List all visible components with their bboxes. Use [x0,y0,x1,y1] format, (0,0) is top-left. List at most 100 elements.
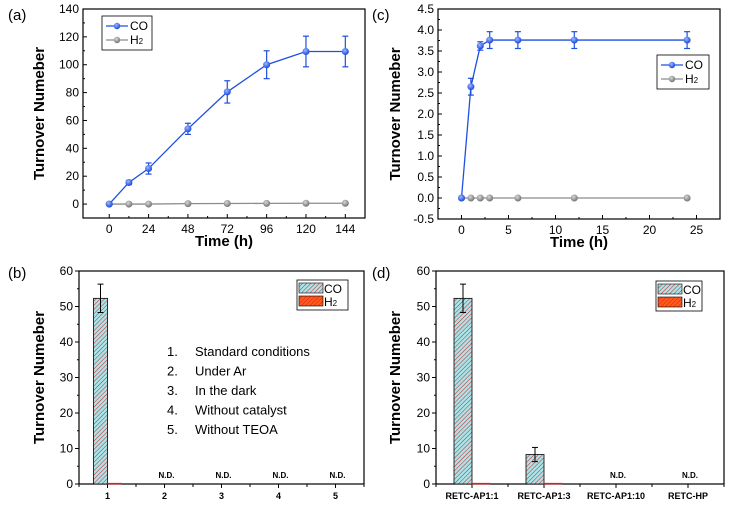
x-tick-label: RETC-HP [668,491,708,501]
x-tick-label: 5 [333,491,338,501]
data-point-co [514,36,522,44]
condition-text: In the dark [195,383,257,398]
y-tick-label: 140 [59,2,79,16]
data-point-h2 [223,200,231,208]
y-tick-label: 60 [417,264,431,278]
y-tick-label: 10 [417,442,431,456]
data-point-h2 [263,199,271,207]
data-point-h2 [467,194,475,202]
panel-d: (d) Turnover Numeber 0 10 20 30 40 50 60 RETC-AP1… [372,264,725,501]
data-point-h2 [145,200,153,208]
y-tick-label: 10 [60,442,74,456]
x-tick-label: 48 [181,222,195,236]
y-tick-label: 30 [417,371,431,385]
y-tick-label: 60 [60,264,74,278]
y-tick-label: 50 [60,300,74,314]
x-tick-label: 24 [142,222,156,236]
y-tick-label: 4.5 [417,2,434,16]
y-tick-label: -0.5 [413,212,434,226]
condition-number: 4. [167,403,178,418]
y-axis-label: Turnover Numeber [31,311,48,444]
nd-label: N.D. [216,471,232,480]
data-point-h2 [302,199,310,207]
data-point-co [145,165,153,173]
subscript: 2 [692,300,697,309]
legend-label-co: CO [683,283,701,297]
y-tick-label: 0 [423,477,430,491]
y-tick-label: 3.5 [417,44,434,58]
data-point-co [486,36,494,44]
y-tick-label: 40 [60,335,74,349]
y-tick-label: 1.5 [417,128,434,142]
legend-swatch-h2 [657,296,683,308]
x-tick-label: 3 [219,491,224,501]
data-point-co [341,47,349,55]
x-tick-label: RETC-AP1:10 [587,491,645,501]
y-tick-label: 40 [66,141,80,155]
x-tick-label: 0 [106,222,113,236]
y-tick-label: 4.0 [417,23,434,37]
y-tick-label: 0 [66,477,73,491]
x-tick-label: 1 [105,491,110,501]
nd-label: N.D. [273,471,289,480]
y-tick-label: 20 [417,406,431,420]
condition-number: 1. [167,344,178,359]
x-tick-label: 4 [276,491,281,501]
data-point-h2 [486,194,494,202]
y-axis-label: Turnover Numeber [387,47,404,180]
data-point-co [476,42,484,50]
y-tick-label: 0.0 [417,191,434,205]
y-tick-label: 1.0 [417,149,434,163]
data-point-co [223,88,231,96]
nd-label: N.D. [682,471,698,480]
data-point-h2 [341,199,349,207]
legend-marker-h2 [113,36,121,44]
legend-box [101,15,153,51]
subscript: 2 [694,76,699,85]
legend-label-h2: H2 [685,72,699,86]
legend-swatch-h2 [298,295,324,307]
x-tick-label: 10 [549,223,563,237]
legend-marker-co [113,22,121,30]
data-point-co [105,200,113,208]
x-axis-label: Time (h) [550,234,608,251]
x-tick-label: 96 [260,222,274,236]
data-point-h2 [184,200,192,208]
legend-swatch-co [657,283,683,295]
y-tick-label: 20 [66,169,80,183]
condition-number: 3. [167,383,178,398]
nd-label: N.D. [159,471,175,480]
legend-label-co: CO [130,19,148,33]
y-tick-label: 30 [60,371,74,385]
data-point-h2 [570,194,578,202]
panel-label: (a) [8,7,26,24]
legend-swatch-co [298,282,324,294]
condition-text: Without TEOA [195,422,278,437]
bar-h2 [107,482,122,485]
plot-frame [82,8,366,219]
nd-label: N.D. [330,471,346,480]
data-point-co [683,36,691,44]
data-point-h2 [125,200,133,208]
legend-label-co: CO [685,58,703,72]
data-point-co [458,194,465,202]
data-point-co [184,125,192,133]
condition-text: Standard conditions [195,344,310,359]
x-tick-label: 20 [643,223,657,237]
y-tick-label: 0 [72,197,79,211]
y-tick-label: 40 [417,335,431,349]
condition-number: 2. [167,364,178,379]
x-tick-label: 2 [162,491,167,501]
condition-text: Without catalyst [195,403,287,418]
x-tick-label: 72 [221,222,235,236]
bar-co [93,297,108,485]
series-line-co [108,50,346,205]
subscript: 2 [333,299,338,308]
legend-label-co: CO [324,282,342,296]
legend-marker-co [668,61,676,69]
x-tick-label: 5 [505,223,512,237]
y-tick-label: 0.5 [417,170,434,184]
bar-h2 [543,482,563,485]
